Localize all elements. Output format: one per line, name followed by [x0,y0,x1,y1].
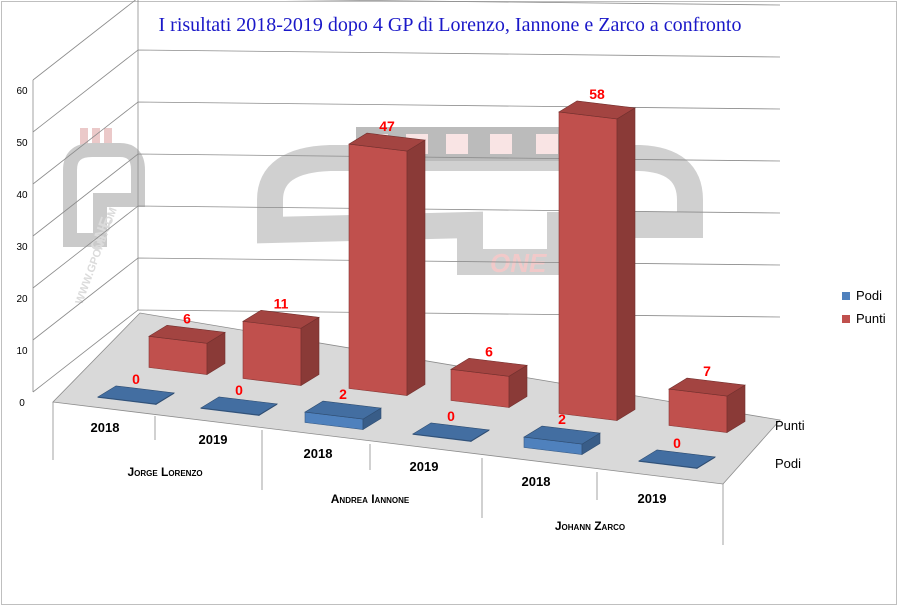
category-label: 2019 [199,432,228,447]
bar-podi [97,385,175,406]
category-label: 2019 [638,491,667,506]
bar-punti-front [668,388,728,433]
bar-podi [412,422,490,443]
bar-punti-label: 58 [589,86,605,102]
bar-punti-top [148,324,226,344]
bar-punti-label: 7 [703,363,711,379]
bar-punti-label: 47 [379,118,395,134]
group-label: Andrea Iannone [331,492,410,506]
legend-swatch-punti [842,314,850,323]
bar-podi-top [638,449,716,469]
bar-punti [558,100,636,422]
bar-podi-label: 2 [558,411,566,427]
bar-punti-front [242,320,302,386]
bar-punti-top [450,357,528,377]
bar-punti [242,309,320,387]
bar-punti [668,377,746,434]
depth-label: Podi [775,456,801,471]
bar-podi-top [412,422,490,442]
bar-podi-label: 0 [447,408,455,424]
bar-podi [304,400,382,431]
bar-punti [348,132,426,397]
gridline [32,49,781,133]
bar-punti-top [242,309,320,329]
y-tick-label: 10 [16,346,28,357]
bar-punti [450,357,528,409]
bar-punti-label: 6 [183,310,191,326]
bar-podi-label: 0 [673,435,681,451]
legend-swatch-podi [842,291,850,300]
svg-text:ONE: ONE [490,248,547,278]
bars-layer [97,100,746,470]
category-label: 2019 [410,459,439,474]
bar-punti-label: 11 [274,295,289,311]
bar-punti-side [406,139,426,397]
y-tick-label: 0 [19,398,25,409]
chart-title: I risultati 2018-2019 dopo 4 GP di Loren… [158,14,742,36]
bar-punti-front [348,143,408,396]
category-label: 2018 [304,446,333,461]
bar-podi-label: 0 [132,371,140,387]
bar-podi-top [523,425,601,445]
bar-punti-top [558,100,636,120]
bar-punti [148,324,226,376]
y-tick-label: 60 [16,86,28,97]
bar-podi-top [97,385,175,405]
y-tick-label: 20 [16,294,28,305]
bar-punti-top [668,377,746,397]
bar-punti-side [300,316,320,387]
bar-podi [523,425,601,456]
bar-podi-label: 0 [235,382,243,398]
group-label: Jorge Lorenzo [127,465,202,479]
bar-podi-label: 2 [339,386,347,402]
y-tick-label: 50 [16,138,28,149]
legend-punti: Punti [842,311,886,326]
bar-punti-top [348,132,426,152]
depth-label: Punti [775,418,805,433]
gridline [32,0,781,81]
y-tick-label: 30 [16,242,28,253]
bar-podi-top [304,400,382,420]
group-label: Johann Zarco [555,519,625,533]
category-label: 2018 [91,420,120,435]
axes-layer: 0102030405060201820192018201920182019Jor… [16,0,805,545]
bar-punti-label: 6 [485,343,493,359]
bar-punti-front [558,111,618,421]
legend-label-podi: Podi [856,288,883,303]
bar-podi [638,449,716,470]
legend-podi: Podi [842,288,882,303]
bar-podi-top [200,396,278,416]
legend-label-punti: Punti [856,311,886,326]
labels-layer: 6 11 47 6 58 7 0 0 2 0 2 0 [132,86,711,451]
bar-punti-side [616,107,636,422]
y-tick-label: 40 [16,190,28,201]
bar-podi [200,396,278,417]
category-label: 2018 [522,474,551,489]
